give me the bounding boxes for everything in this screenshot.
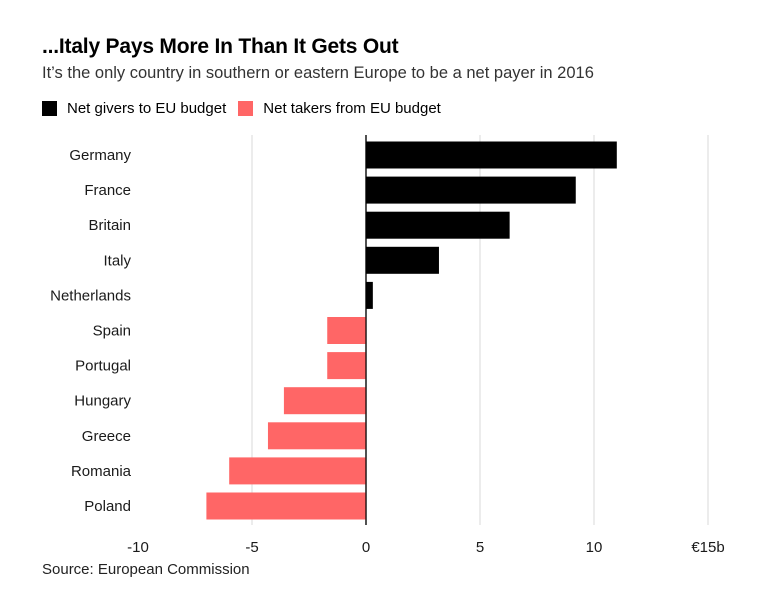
legend-item-givers: Net givers to EU budget [42,100,226,117]
category-label-hungary: Hungary [74,393,131,410]
x-tick-label: 0 [362,539,370,556]
x-tick-label: 10 [586,539,603,556]
category-label-france: France [84,182,131,199]
bar-france [366,176,576,204]
category-label-romania: Romania [71,463,132,480]
category-label-italy: Italy [103,252,131,269]
source-note: Source: European Commission [42,561,250,578]
bar-romania [229,457,366,485]
bar-germany [366,141,617,169]
legend-label-takers: Net takers from EU budget [263,99,441,117]
bar-greece [267,422,366,450]
category-label-britain: Britain [88,217,131,234]
category-label-germany: Germany [69,147,131,164]
chart-legend: Net givers to EU budget Net takers from … [42,97,453,119]
bar-poland [206,492,366,520]
category-label-greece: Greece [82,428,131,445]
x-tick-label: -10 [127,539,149,556]
x-axis-ticks: -10 -5 0 5 10 €15b [127,539,725,556]
x-tick-label: 5 [476,539,484,556]
bar-britain [366,211,510,239]
legend-item-takers: Net takers from EU budget [238,100,441,117]
x-tick-label: -5 [245,539,258,556]
x-tick-label: €15b [691,539,724,556]
bar-spain [327,317,366,344]
category-label-poland: Poland [84,498,131,515]
bar-portugal [327,352,366,380]
legend-swatch-takers [238,100,254,116]
bar-hungary [283,387,366,415]
category-label-spain: Spain [93,323,131,340]
bars [206,135,617,525]
category-label-netherlands: Netherlands [50,287,131,304]
legend-label-givers: Net givers to EU budget [67,99,227,117]
bar-italy [366,246,439,274]
legend-swatch-givers [42,100,57,116]
category-label-portugal: Portugal [75,358,131,375]
bar-netherlands [366,281,373,309]
category-labels: Germany France Britain Italy Netherlands Spai… [50,147,132,515]
chart-title: ...Italy Pays More In Than It Gets Out [42,35,399,58]
chart-subtitle: It’s the only country in southern or eas… [42,64,594,82]
